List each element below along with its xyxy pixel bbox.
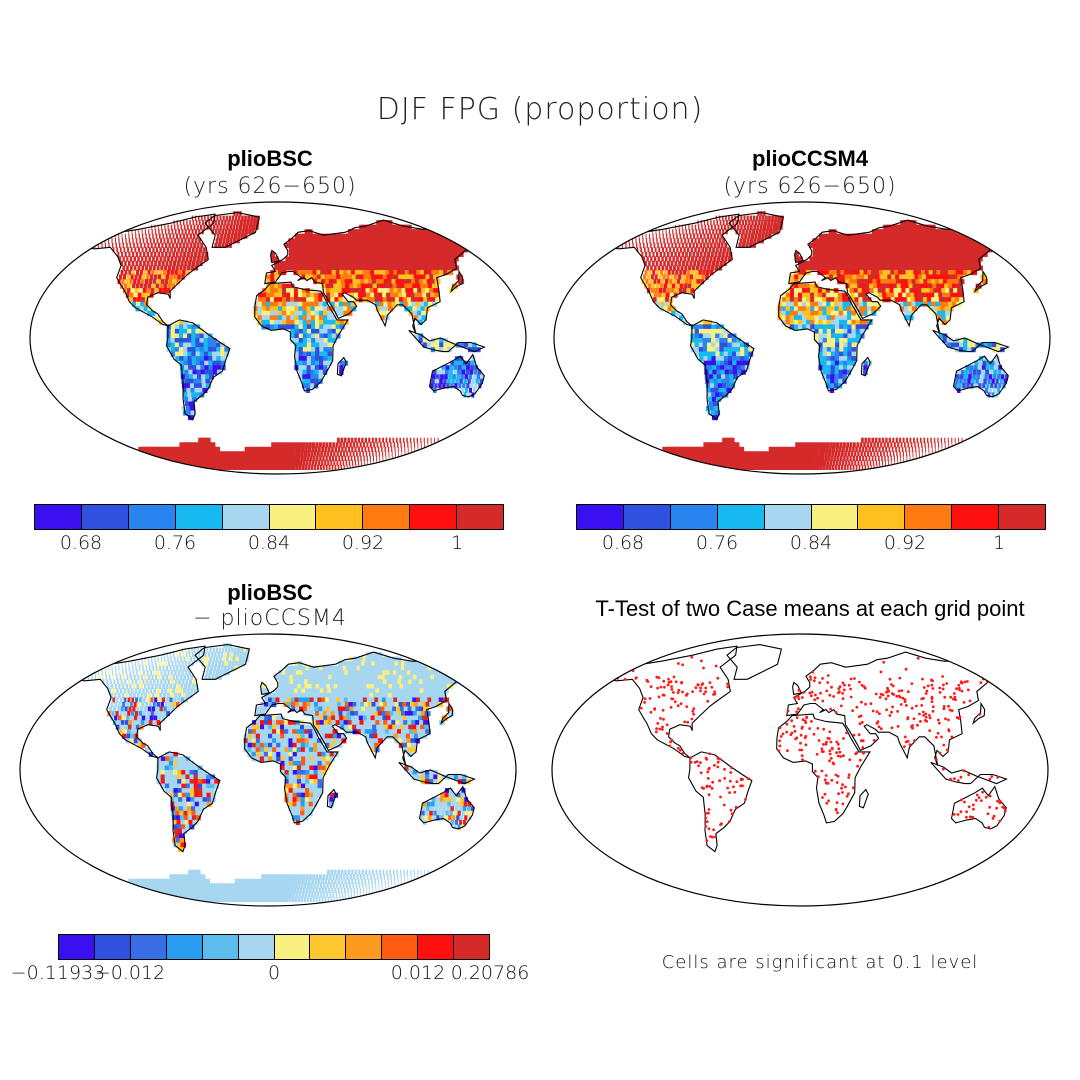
map-difference — [19, 633, 517, 907]
colorbar-tick-label: 0.68 — [59, 532, 103, 554]
colorbar-swatch — [202, 935, 239, 959]
colorbar-swatch — [717, 505, 765, 529]
colorbar-tick-label: −0.012 — [94, 962, 166, 984]
colorbar-tick-label: 0.76 — [695, 532, 739, 554]
colorbar-tick-label: 1 — [450, 532, 464, 554]
colorbar-tick-label: 0.68 — [601, 532, 645, 554]
colorbar-tick-label: 1 — [992, 532, 1006, 554]
colorbar-swatch — [346, 935, 383, 959]
colorbar-swatch — [94, 935, 131, 959]
colorbar-tick-label: 0.92 — [341, 532, 385, 554]
map-plioBSC — [29, 201, 527, 475]
map-plioCCSM4 — [553, 201, 1051, 475]
colorbar-swatch — [764, 505, 812, 529]
colorbar-tick-label: 0.84 — [789, 532, 833, 554]
colorbar-swatch — [952, 505, 1000, 529]
colorbar-swatch — [623, 505, 671, 529]
colorbar-tick-label: 0.92 — [883, 532, 927, 554]
colorbar-swatch — [858, 505, 906, 529]
panel-4-title: T-Test of two Case means at each grid po… — [595, 596, 1025, 621]
colorbar-swatch — [222, 505, 270, 529]
colorbar-tick-label: 0.84 — [247, 532, 291, 554]
map-ttest — [551, 633, 1049, 907]
panel-2-subtitle: (yrs 626−650) — [723, 174, 897, 199]
colorbar-swatch — [59, 935, 95, 959]
colorbar-swatch — [905, 505, 953, 529]
colorbar-swatch — [999, 505, 1046, 529]
colorbar-difference — [58, 934, 490, 960]
colorbar-swatch — [410, 505, 458, 529]
colorbar-swatch — [35, 505, 82, 529]
colorbar-swatch — [238, 935, 275, 959]
panel-3-subtitle: − plioCCSM4 — [193, 606, 347, 631]
colorbar-swatch — [166, 935, 203, 959]
colorbar-swatch — [670, 505, 718, 529]
colorbar-tick-label: 0.20786 — [450, 962, 530, 984]
colorbar-swatch — [310, 935, 347, 959]
panel-1-title: plioBSC — [227, 146, 313, 171]
panel-3-title: plioBSC — [227, 580, 313, 605]
colorbar-tick-label: −0.11933 — [10, 962, 106, 984]
colorbar-plioCCSM4 — [576, 504, 1046, 530]
colorbar-swatch — [175, 505, 223, 529]
colorbar-tick-label: 0 — [267, 962, 281, 984]
colorbar-swatch — [269, 505, 317, 529]
colorbar-swatch — [811, 505, 859, 529]
figure-title: DJF FPG (proportion) — [376, 92, 704, 127]
panel-1-subtitle: (yrs 626−650) — [183, 174, 357, 199]
colorbar-swatch — [274, 935, 311, 959]
colorbar-swatch — [130, 935, 167, 959]
significance-note: Cells are significant at 0.1 level — [661, 952, 979, 973]
colorbar-plioBSC — [34, 504, 504, 530]
colorbar-swatch — [363, 505, 411, 529]
colorbar-tick-label: 0.012 — [390, 962, 446, 984]
colorbar-swatch — [457, 505, 504, 529]
colorbar-swatch — [454, 935, 490, 959]
colorbar-swatch — [128, 505, 176, 529]
colorbar-swatch — [81, 505, 129, 529]
colorbar-tick-label: 0.76 — [153, 532, 197, 554]
colorbar-swatch — [418, 935, 455, 959]
colorbar-swatch — [316, 505, 364, 529]
colorbar-swatch — [577, 505, 624, 529]
panel-2-title: plioCCSM4 — [751, 146, 869, 171]
colorbar-swatch — [382, 935, 419, 959]
